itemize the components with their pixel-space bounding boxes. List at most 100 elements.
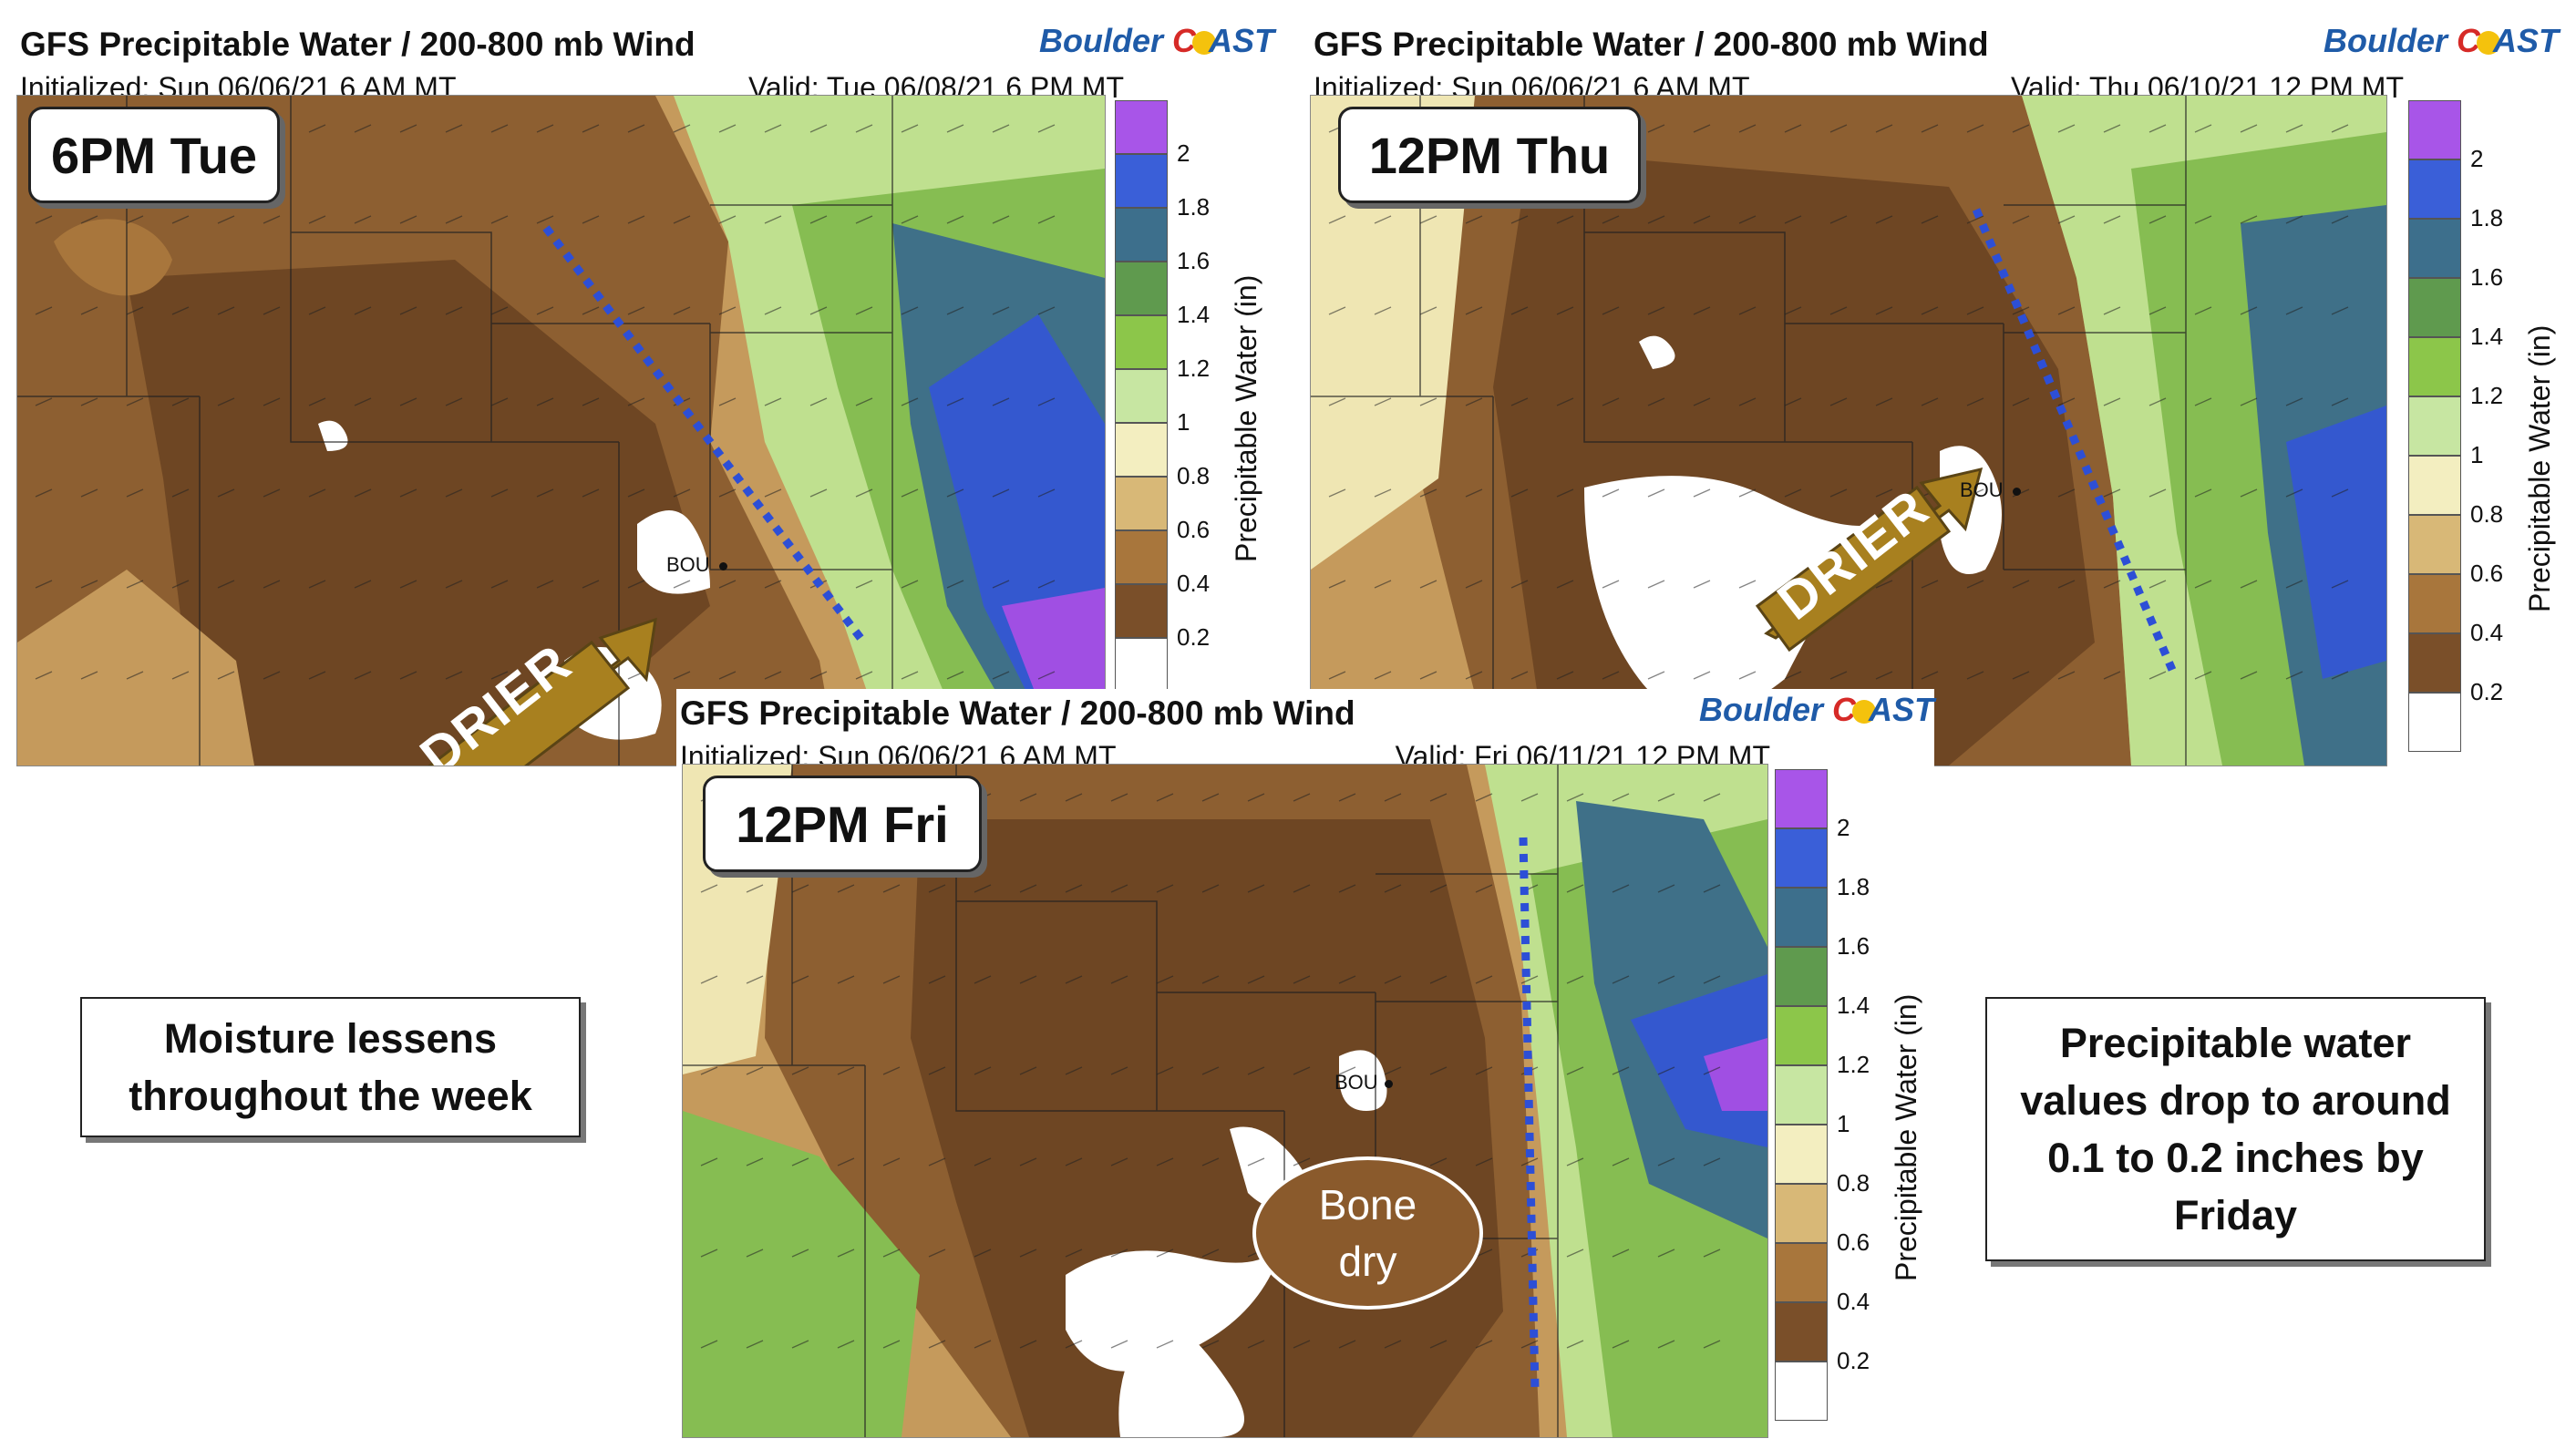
colorbar-tick-label: 1.2 xyxy=(2470,382,2504,409)
colorbar-tick-label: 2 xyxy=(1837,814,1850,841)
colorbar-tick-label: 1.8 xyxy=(1837,873,1870,900)
colorbar-tick-label: 1.2 xyxy=(1177,355,1211,382)
colorbar-cell xyxy=(1115,423,1168,477)
colorbar-cell xyxy=(2408,100,2461,159)
colorbar-tick-label: 0.6 xyxy=(1177,516,1211,543)
colorbar-tick-label: 1.2 xyxy=(1837,1051,1870,1078)
colorbar-cell xyxy=(1775,1125,1828,1184)
dry-line xyxy=(542,225,864,641)
colorbar-tick-label: 1.6 xyxy=(2470,263,2504,291)
map-field xyxy=(1311,96,2386,766)
colorbar-tick-label: 0.8 xyxy=(2470,500,2504,528)
time-label: 12PM Fri xyxy=(703,776,982,872)
map-title: GFS Precipitable Water / 200-800 mb Wind xyxy=(20,26,696,63)
note-line: Friday xyxy=(2173,1192,2298,1238)
note-line: Moisture lessens xyxy=(163,1015,498,1062)
colorbar-tick-label: 0.8 xyxy=(1177,462,1211,489)
drier-arrow xyxy=(1755,467,1984,653)
colorbar-cell xyxy=(1775,1184,1828,1243)
note-line: values drop to around xyxy=(2020,1077,2451,1124)
colorbar-cell xyxy=(2408,456,2461,515)
colorbar-tick-label: 0.2 xyxy=(2470,678,2504,705)
colorbar-cell xyxy=(1115,315,1168,369)
colorbar-tick-label: 0.4 xyxy=(2470,619,2504,646)
note-line: Precipitable water xyxy=(2059,1020,2412,1066)
precip-water-map: DRIER BOU 6PM Tue xyxy=(16,95,1106,766)
colorbar-tick-label: 1.4 xyxy=(2470,323,2504,350)
note-line: 0.1 to 0.2 inches by xyxy=(2047,1135,2424,1181)
panel-tue: GFS Precipitable Water / 200-800 mb Wind… xyxy=(16,20,1274,767)
colorbar-cell xyxy=(1775,1243,1828,1302)
colorbar-cell xyxy=(2408,337,2461,396)
note-line: throughout the week xyxy=(129,1073,532,1119)
panel-header: GFS Precipitable Water / 200-800 mb Wind… xyxy=(16,20,1274,115)
bone-dry-oval: Bone dry xyxy=(1252,1156,1483,1310)
bouldercast-logo: Boulder C AST xyxy=(1698,691,1934,728)
colorbar-tick-label: 0.6 xyxy=(1837,1228,1870,1256)
colorbar-cell xyxy=(1115,530,1168,584)
colorbar-tick-label: 0.2 xyxy=(1177,623,1211,651)
colorbar-cell xyxy=(2408,159,2461,219)
colorbar-cell xyxy=(2408,278,2461,337)
colorbar-tick-label: 0.8 xyxy=(1837,1169,1870,1197)
dry-line xyxy=(1519,837,1540,1390)
colorbar-cell xyxy=(1775,1362,1828,1421)
precip-water-map: DRIER BOU 12PM Thu xyxy=(1310,95,2387,766)
colorbar-cell xyxy=(1775,947,1828,1006)
map-title: GFS Precipitable Water / 200-800 mb Wind xyxy=(1314,26,1989,63)
colorbar-cell xyxy=(1115,638,1168,692)
colorbar-cell xyxy=(1775,1065,1828,1125)
colorbar: 2 1.8 1.6 1.4 1.2 1 0.8 0.6 0.4 0.2 Precipitable W… xyxy=(1775,769,1934,1425)
colorbar-tick-label: 1.4 xyxy=(1177,301,1211,328)
bou-station-label: BOU xyxy=(1960,478,2004,501)
colorbar-cell xyxy=(1775,888,1828,947)
colorbar-cell xyxy=(1775,1302,1828,1362)
colorbar-cell xyxy=(1115,208,1168,262)
colorbar-cell xyxy=(2408,396,2461,456)
colorbar-tick-label: 1 xyxy=(2470,441,2484,468)
colorbar-tick-label: 2 xyxy=(2470,145,2484,172)
bou-station-label: BOU xyxy=(1334,1071,1378,1094)
precip-water-map: BOU Bone dry 12PM Fri xyxy=(682,764,1768,1438)
colorbar-tick-label: 1.4 xyxy=(1837,992,1870,1019)
colorbar-cell xyxy=(2408,574,2461,633)
colorbar-cell xyxy=(1775,828,1828,888)
colorbar-tick-label: 1.8 xyxy=(2470,204,2504,231)
colorbar-cell xyxy=(2408,633,2461,693)
colorbar-tick-label: 1.6 xyxy=(1177,247,1211,274)
bou-station-dot xyxy=(719,562,727,570)
note-precip-drop: Precipitable water values drop to around 0… xyxy=(1985,997,2486,1261)
colorbar-cell xyxy=(1115,262,1168,315)
bone-dry-line1: Bone xyxy=(1318,1180,1417,1228)
colorbar-tick-label: 1 xyxy=(1837,1110,1850,1137)
map-title: GFS Precipitable Water / 200-800 mb Wind xyxy=(680,694,1355,732)
colorbar-tick-label: 0.6 xyxy=(2470,560,2504,587)
bone-dry-line2: dry xyxy=(1338,1238,1397,1285)
colorbar-axis-label: Precipitable Water (in) xyxy=(1230,274,1262,562)
colorbar-tick-label: 1.8 xyxy=(1177,193,1211,221)
colorbar-cell xyxy=(2408,515,2461,574)
colorbar-cell xyxy=(1115,154,1168,208)
colorbar: 2 1.8 1.6 1.4 1.2 1 0.8 0.6 0.4 0.2 Precipitable W… xyxy=(2408,100,2559,756)
colorbar-cell xyxy=(2408,693,2461,752)
panel-thu: GFS Precipitable Water / 200-800 mb Wind… xyxy=(1310,20,2559,767)
colorbar-cell xyxy=(1115,100,1168,154)
bou-station-label: BOU xyxy=(666,553,710,576)
colorbar-tick-label: 1.6 xyxy=(1837,932,1870,960)
bou-station-dot xyxy=(1385,1080,1393,1088)
colorbar-cell xyxy=(1115,369,1168,423)
colorbar-tick-label: 0.4 xyxy=(1177,570,1211,597)
colorbar-tick-label: 2 xyxy=(1177,139,1190,167)
colorbar-tick-label: 0.4 xyxy=(1837,1288,1870,1315)
colorbar-cell xyxy=(2408,219,2461,278)
colorbar-cell xyxy=(1115,584,1168,638)
bouldercast-logo: Boulder C AST xyxy=(2323,22,2559,59)
drier-arrow xyxy=(428,617,657,766)
time-label: 6PM Tue xyxy=(28,107,280,203)
colorbar-cell xyxy=(1775,769,1828,828)
colorbar-axis-label: Precipitable Water (in) xyxy=(2523,324,2556,612)
colorbar-tick-label: 1 xyxy=(1177,408,1190,436)
colorbar: 2 1.8 1.6 1.4 1.2 1 0.8 0.6 0.4 0.2 Precipitable W… xyxy=(1115,100,1274,693)
dry-line xyxy=(1972,208,2177,672)
colorbar-tick-label: 0.2 xyxy=(1837,1347,1870,1374)
